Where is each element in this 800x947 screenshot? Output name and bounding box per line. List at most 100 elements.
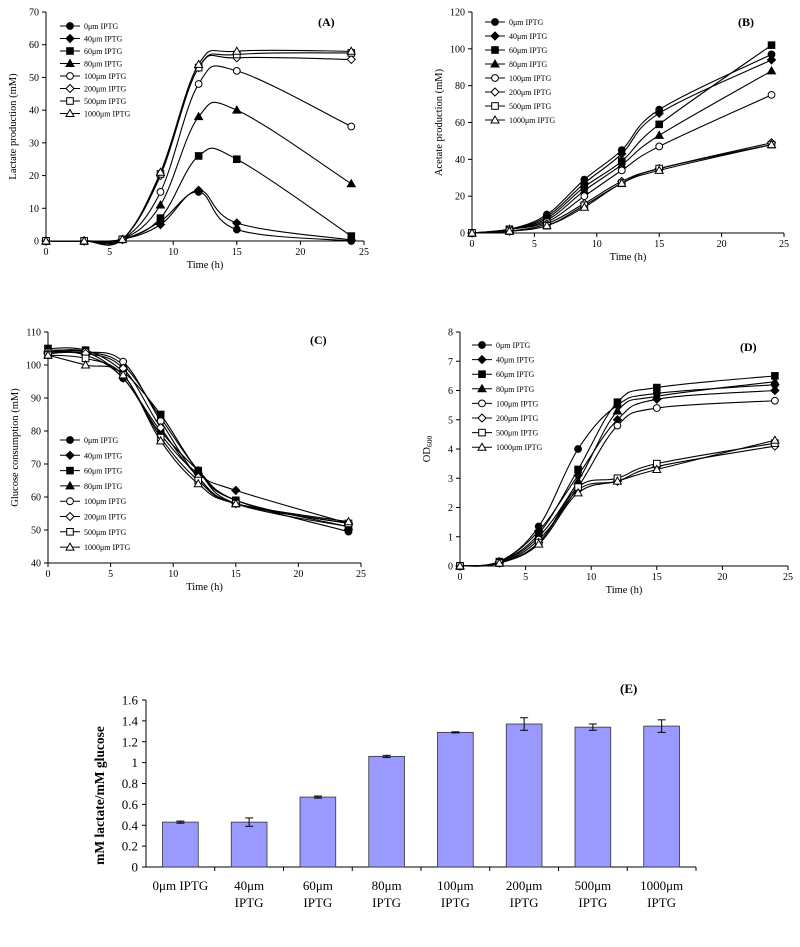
y-axis-label: Acetate production (mM)	[434, 68, 445, 176]
y-tick-label: 1	[448, 532, 453, 543]
data-point	[80, 359, 91, 369]
series-line	[459, 439, 776, 567]
x-tick-label: 80μm	[372, 878, 402, 893]
y-tick-label: 80	[31, 427, 41, 438]
legend-marker	[490, 58, 500, 68]
legend-label: 80μm IPTG	[509, 60, 548, 69]
legend-label: 500μm IPTG	[84, 97, 127, 106]
series-line	[459, 445, 775, 567]
data-point	[156, 188, 165, 196]
y-tick-label: 40	[31, 559, 41, 570]
x-tick-label: 100μm	[437, 878, 474, 893]
x-tick-label: 0μm IPTG	[153, 878, 209, 893]
x-tick-label: 5	[532, 239, 537, 250]
legend-label: 100μm IPTG	[509, 74, 552, 83]
series-8: 1000μm IPTG	[43, 350, 354, 552]
data-point	[343, 516, 354, 526]
x-tick-label: 25	[359, 247, 369, 258]
y-tick-label: 100	[450, 44, 465, 55]
chart-a: 0 10 20 30 40 50 60 70 0 5 10 15 20 25 Time (h) Lactate…	[8, 8, 369, 272]
y-tick-label: 30	[29, 138, 39, 149]
y-tick-label: 110	[26, 328, 41, 339]
data-point	[194, 152, 203, 160]
y-tick-label: 50	[31, 526, 41, 537]
y-tick-label: 3	[448, 474, 453, 485]
data-point	[654, 165, 665, 174]
data-point	[770, 396, 779, 405]
data-point	[41, 235, 51, 245]
legend-marker	[65, 450, 75, 461]
y-axis-label: Lactate production (mM)	[8, 73, 19, 180]
series-3: 60μm IPTG	[468, 41, 776, 237]
legend-marker	[478, 428, 486, 437]
x-tick-label: 40μm	[234, 878, 264, 893]
data-point	[654, 130, 665, 139]
x-tick-label: 25	[356, 569, 366, 580]
data-point	[533, 539, 544, 548]
legend-label: 200μm IPTG	[84, 85, 127, 94]
legend-marker	[477, 383, 487, 393]
data-point	[504, 226, 515, 235]
bar-group-3: 60μm IPTG	[299, 795, 353, 910]
y-tick-label: 80	[455, 81, 465, 92]
data-point	[232, 218, 242, 228]
bar-group-8: 1000μm IPTG	[640, 719, 697, 910]
x-tick-label: 0	[46, 569, 51, 580]
legend-marker	[477, 413, 487, 423]
data-point	[655, 142, 664, 151]
data-point	[574, 465, 582, 474]
x-tick-label: 10	[586, 572, 596, 583]
y-axis-label: mM lactate/mM glucose	[92, 726, 107, 865]
x-tick-label: 20	[717, 239, 727, 250]
legend-label: 40μm IPTG	[84, 451, 123, 460]
y-axis-label: Glucose consumption (mM)	[10, 388, 21, 507]
legend-label: 1000μm IPTG	[496, 443, 543, 452]
data-point	[155, 200, 166, 209]
legend-marker	[491, 102, 499, 110]
legend-marker	[478, 399, 486, 408]
y-tick-label: 0.2	[122, 839, 138, 854]
bar	[162, 821, 199, 868]
legend-marker	[490, 31, 500, 41]
data-point	[574, 445, 582, 453]
panel-label: (B)	[738, 15, 754, 29]
y-tick-label: 0	[448, 562, 453, 573]
panel-label: (E)	[620, 681, 637, 696]
legend-label: 100μm IPTG	[84, 497, 127, 506]
x-tick-label: IPTG	[578, 895, 607, 910]
data-point	[767, 41, 776, 49]
bar	[368, 755, 405, 868]
legend-marker	[478, 370, 486, 378]
y-tick-label: 70	[31, 460, 41, 471]
x-tick-label: 10	[168, 247, 178, 258]
data-point	[194, 80, 203, 88]
data-point	[193, 185, 204, 195]
x-tick-label: 20	[295, 247, 305, 258]
legend-label: 200μm IPTG	[496, 414, 539, 423]
data-point	[617, 166, 626, 175]
legend-marker	[66, 466, 74, 475]
bar	[574, 726, 612, 868]
data-point	[770, 435, 780, 444]
chart-b: 0 20 40 60 80 100 120 0 5 10 15 20 25 Time (h) Acetate…	[434, 8, 789, 264]
legend-label: 1000μm IPTG	[84, 110, 131, 119]
bar	[505, 723, 543, 868]
legend-marker	[65, 108, 75, 117]
data-point	[155, 422, 166, 433]
y-tick-label: 0.4	[122, 818, 139, 833]
data-point	[231, 485, 241, 496]
legend-label: 500μm IPTG	[84, 528, 127, 537]
data-point	[494, 558, 505, 567]
data-point	[613, 421, 622, 430]
series-8: 1000μm IPTG	[467, 114, 777, 237]
bar-group-4: 80μm IPTG	[368, 754, 422, 910]
data-point	[43, 350, 53, 359]
legend-label: 0μm IPTG	[496, 341, 531, 350]
y-tick-label: 5	[448, 415, 453, 426]
chart-d: 0 1 2 3 4 5 6 7 8 0 5 10 15 20 25 Time (h) OD600 (D) 0μm I…	[422, 328, 793, 597]
y-tick-label: 20	[29, 171, 39, 182]
x-tick-label: 200μm	[506, 878, 543, 893]
legend-marker	[65, 480, 75, 490]
data-point	[193, 111, 204, 121]
